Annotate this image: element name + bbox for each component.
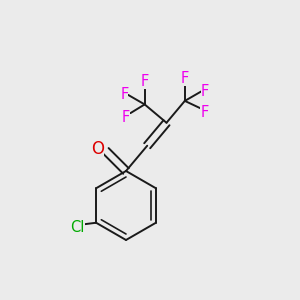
Text: F: F bbox=[181, 71, 189, 86]
Text: F: F bbox=[201, 84, 209, 99]
Text: F: F bbox=[200, 105, 208, 120]
Text: F: F bbox=[120, 87, 128, 102]
Text: F: F bbox=[140, 74, 149, 89]
Text: O: O bbox=[91, 140, 104, 158]
Text: Cl: Cl bbox=[70, 220, 85, 235]
Text: F: F bbox=[122, 110, 130, 125]
